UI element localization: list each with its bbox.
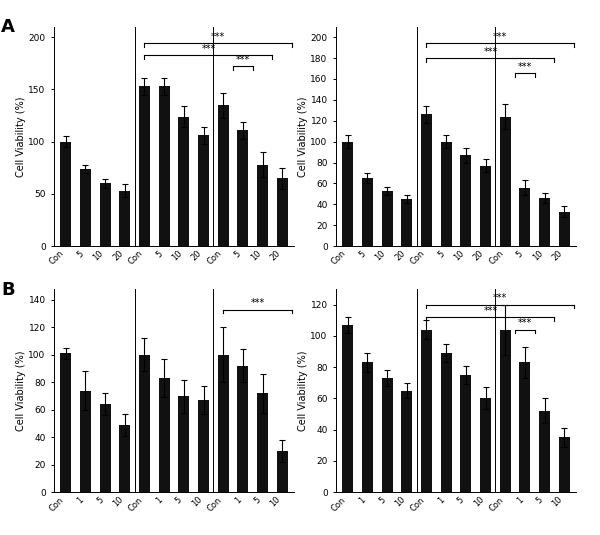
Bar bbox=[480, 399, 491, 492]
Bar bbox=[139, 86, 150, 246]
Text: CM w/aHGF: CM w/aHGF bbox=[230, 330, 275, 339]
Bar bbox=[159, 378, 170, 492]
Bar bbox=[100, 404, 110, 492]
Bar bbox=[539, 198, 550, 246]
Bar bbox=[421, 330, 432, 492]
Bar bbox=[401, 391, 412, 492]
Bar bbox=[500, 117, 511, 246]
Bar bbox=[401, 199, 412, 246]
Bar bbox=[520, 362, 530, 492]
Bar bbox=[539, 411, 550, 492]
Text: Media: Media bbox=[83, 330, 107, 339]
Bar bbox=[460, 155, 471, 246]
Text: CM: CM bbox=[168, 330, 180, 339]
Bar bbox=[238, 366, 248, 492]
Bar bbox=[500, 330, 511, 492]
Bar bbox=[238, 130, 248, 246]
Bar bbox=[559, 212, 569, 246]
Bar bbox=[139, 355, 150, 492]
Bar bbox=[441, 142, 452, 246]
Text: ***: *** bbox=[250, 299, 265, 308]
Bar bbox=[441, 353, 452, 492]
Y-axis label: Cell Viability (%): Cell Viability (%) bbox=[298, 96, 308, 177]
Bar bbox=[362, 362, 373, 492]
Bar bbox=[277, 178, 287, 246]
Text: ***: *** bbox=[202, 44, 215, 54]
Text: ***: *** bbox=[518, 318, 532, 328]
Bar bbox=[159, 86, 170, 246]
Text: ***: *** bbox=[493, 32, 508, 42]
Text: CM: CM bbox=[450, 330, 462, 339]
Y-axis label: Cell Viability (%): Cell Viability (%) bbox=[298, 350, 308, 431]
Bar bbox=[100, 184, 110, 246]
Bar bbox=[61, 354, 71, 492]
Bar bbox=[559, 438, 569, 492]
Bar bbox=[119, 425, 130, 492]
Bar bbox=[257, 165, 268, 246]
Y-axis label: Cell Viability (%): Cell Viability (%) bbox=[16, 96, 26, 177]
Text: A: A bbox=[1, 18, 15, 36]
Bar bbox=[362, 178, 373, 246]
Bar bbox=[218, 105, 229, 246]
Bar bbox=[198, 135, 209, 246]
Text: Media: Media bbox=[365, 330, 389, 339]
Text: ***: *** bbox=[211, 32, 226, 42]
Bar bbox=[277, 451, 287, 492]
Bar bbox=[178, 117, 189, 246]
Text: ***: *** bbox=[484, 47, 497, 57]
Bar bbox=[218, 355, 229, 492]
Bar bbox=[198, 400, 209, 492]
Bar bbox=[421, 114, 432, 246]
Bar bbox=[460, 375, 471, 492]
Bar bbox=[382, 378, 392, 492]
Text: CM w/aHGF: CM w/aHGF bbox=[512, 330, 557, 339]
Bar bbox=[119, 191, 130, 246]
Text: B: B bbox=[1, 281, 15, 299]
Text: ***: *** bbox=[518, 62, 532, 72]
Y-axis label: Cell Viability (%): Cell Viability (%) bbox=[16, 350, 26, 431]
Bar bbox=[257, 393, 268, 492]
Bar bbox=[80, 391, 91, 492]
Bar bbox=[520, 188, 530, 246]
Bar bbox=[80, 169, 91, 246]
Bar bbox=[178, 396, 189, 492]
Bar bbox=[343, 142, 353, 246]
Text: ***: *** bbox=[236, 55, 250, 65]
Bar bbox=[382, 191, 392, 246]
Bar bbox=[61, 142, 71, 246]
Text: ***: *** bbox=[493, 293, 508, 303]
Bar bbox=[343, 325, 353, 492]
Bar bbox=[480, 166, 491, 246]
Text: ***: *** bbox=[484, 306, 497, 316]
